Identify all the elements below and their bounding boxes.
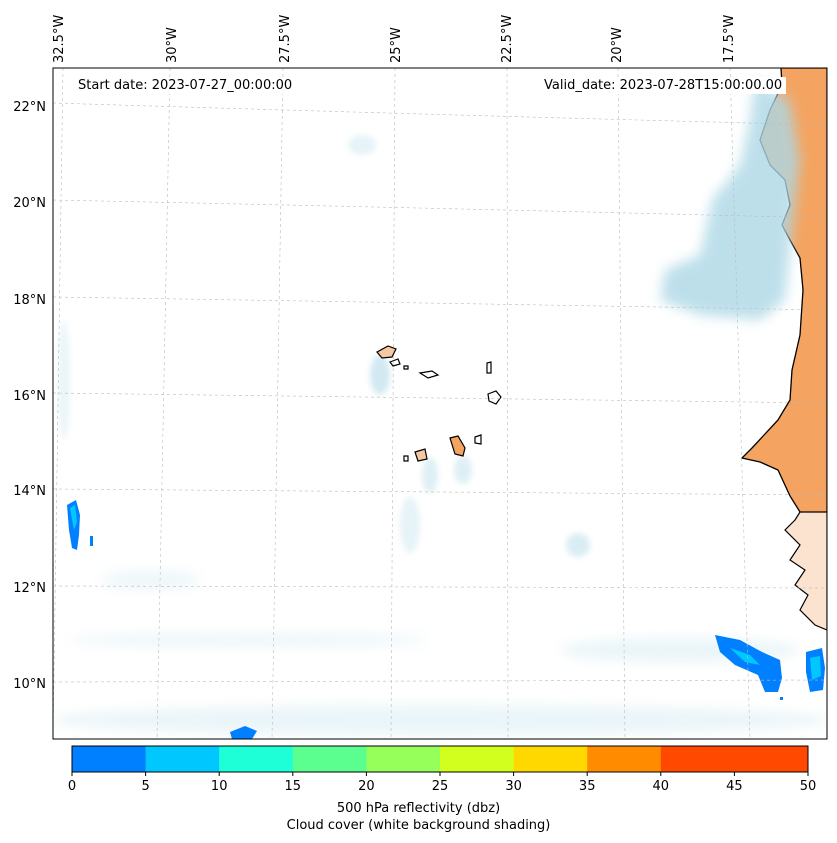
colorbar-bin (292, 746, 367, 772)
colorbar-tick-label: 25 (432, 779, 449, 794)
graticule (53, 68, 827, 739)
map-frame (52, 67, 828, 740)
colorbar-bin (366, 746, 441, 772)
cape-verde-islands (376, 345, 502, 462)
colorbar-bin (145, 746, 220, 772)
lat-label: 12°N (13, 581, 46, 596)
lat-label: 22°N (13, 100, 46, 115)
lon-label: 20°W (610, 27, 625, 63)
colorbar-tick-label: 40 (653, 779, 670, 794)
colorbar-bin (734, 746, 809, 772)
lat-label: 14°N (13, 484, 46, 499)
lon-label: 17.5°W (722, 15, 737, 63)
lon-label: 30°W (165, 27, 180, 63)
colorbar-label: 500 hPa reflectivity (dbz) (336, 801, 501, 816)
colorbar-bin (660, 746, 735, 772)
colorbar: 0 5 10 15 20 25 30 35 40 45 50 (68, 745, 817, 794)
colorbar-tick-label: 5 (141, 779, 149, 794)
colorbar-bin (219, 746, 294, 772)
colorbar-tick-label: 10 (211, 779, 228, 794)
colorbar-bin (587, 746, 662, 772)
guinea-coast (784, 511, 827, 631)
colorbar-sublabel: Cloud cover (white background shading) (286, 818, 551, 833)
valid-date-label: Valid_date: 2023-07-28T15:00:00.00 (540, 77, 787, 94)
colorbar-tick-label: 15 (285, 779, 302, 794)
colorbar-bin (440, 746, 515, 772)
latitude-labels: 22°N 20°N 18°N 16°N 14°N 12°N 10°N (13, 100, 46, 692)
map-panel (53, 68, 827, 739)
lon-label: 32.5°W (52, 15, 67, 63)
start-date-label: Start date: 2023-07-27_00:00:00 (74, 77, 297, 94)
colorbar-bin (72, 746, 147, 772)
colorbar-tick-label: 30 (505, 779, 522, 794)
lat-label: 18°N (13, 293, 46, 308)
colorbar-tick-label: 20 (358, 779, 375, 794)
colorbar-bin (513, 746, 588, 772)
lon-label: 25°W (389, 27, 404, 63)
lat-label: 10°N (13, 677, 46, 692)
longitude-labels: 32.5°W 30°W 27.5°W 25°W 22.5°W 20°W 17.5… (52, 15, 737, 63)
lon-label: 27.5°W (278, 15, 293, 63)
colorbar-tick-label: 35 (579, 779, 596, 794)
colorbar-tick-label: 45 (726, 779, 743, 794)
lat-label: 20°N (13, 196, 46, 211)
reflectivity-patches (67, 500, 825, 739)
colorbar-tick-label: 50 (800, 779, 817, 794)
lon-label: 22.5°W (500, 15, 515, 63)
lat-label: 16°N (13, 389, 46, 404)
colorbar-tick-label: 0 (68, 779, 76, 794)
